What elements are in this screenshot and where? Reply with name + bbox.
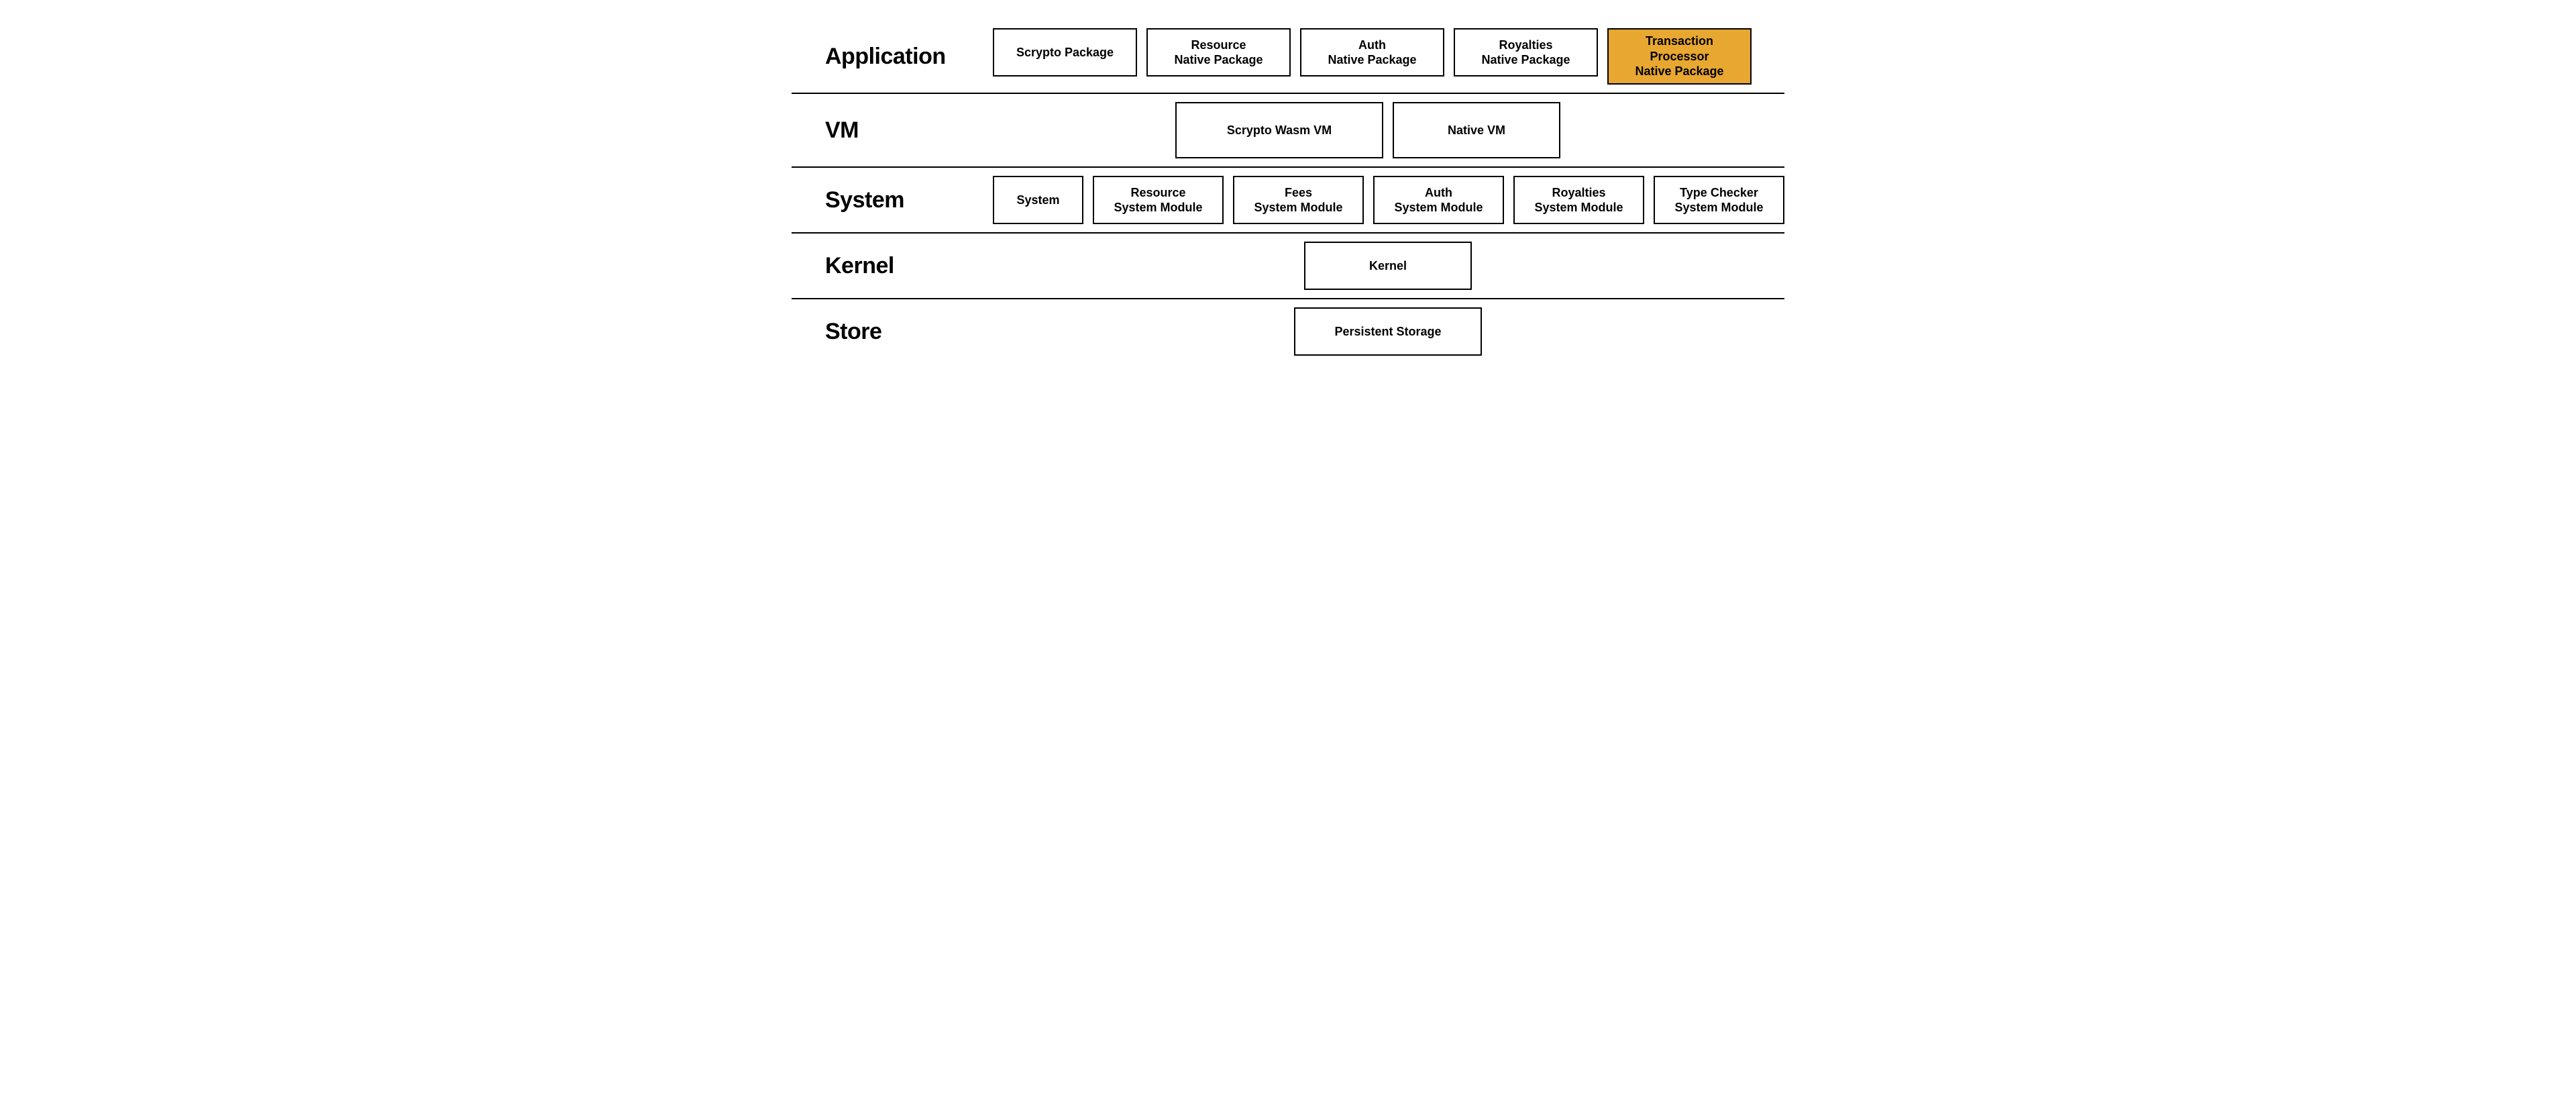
layer-box: Type Checker System Module <box>1654 176 1784 224</box>
spacer <box>993 242 1295 290</box>
layer-box: Persistent Storage <box>1294 307 1482 356</box>
layer-boxes: Scrypto PackageResource Native PackageAu… <box>993 28 1784 85</box>
layer-label: Application <box>792 44 993 70</box>
layer-box: Resource Native Package <box>1146 28 1291 77</box>
architecture-diagram: ApplicationScrypto PackageResource Nativ… <box>778 0 1798 391</box>
spacer <box>993 307 1285 356</box>
layer-boxes: Scrypto Wasm VMNative VM <box>993 102 1784 158</box>
layer-label: VM <box>792 117 993 144</box>
layer-box: Kernel <box>1304 242 1472 290</box>
layer-box: Auth Native Package <box>1300 28 1444 77</box>
layer-box: Scrypto Wasm VM <box>1175 102 1383 158</box>
layer-label: Kernel <box>792 253 993 279</box>
layer-box: Resource System Module <box>1093 176 1224 224</box>
layer-row: SystemSystemResource System ModuleFees S… <box>792 166 1784 232</box>
layer-box: Native VM <box>1393 102 1560 158</box>
layer-box: Auth System Module <box>1373 176 1504 224</box>
layer-boxes: SystemResource System ModuleFees System … <box>993 176 1784 224</box>
layer-box: Royalties System Module <box>1513 176 1644 224</box>
layer-box: Fees System Module <box>1233 176 1364 224</box>
layer-box: Transaction Processor Native Package <box>1607 28 1752 85</box>
layer-box: Scrypto Package <box>993 28 1137 77</box>
layer-box: Royalties Native Package <box>1454 28 1598 77</box>
layer-row: Store Persistent Storage <box>792 298 1784 364</box>
layer-row: VMScrypto Wasm VMNative VM <box>792 93 1784 166</box>
layer-row: ApplicationScrypto PackageResource Nativ… <box>792 20 1784 93</box>
layer-boxes: Kernel <box>993 242 1784 290</box>
layer-boxes: Persistent Storage <box>993 307 1784 356</box>
layer-box: System <box>993 176 1083 224</box>
layer-row: Kernel Kernel <box>792 232 1784 298</box>
layer-label: Store <box>792 319 993 345</box>
layer-label: System <box>792 187 993 213</box>
spacer <box>993 102 1166 158</box>
